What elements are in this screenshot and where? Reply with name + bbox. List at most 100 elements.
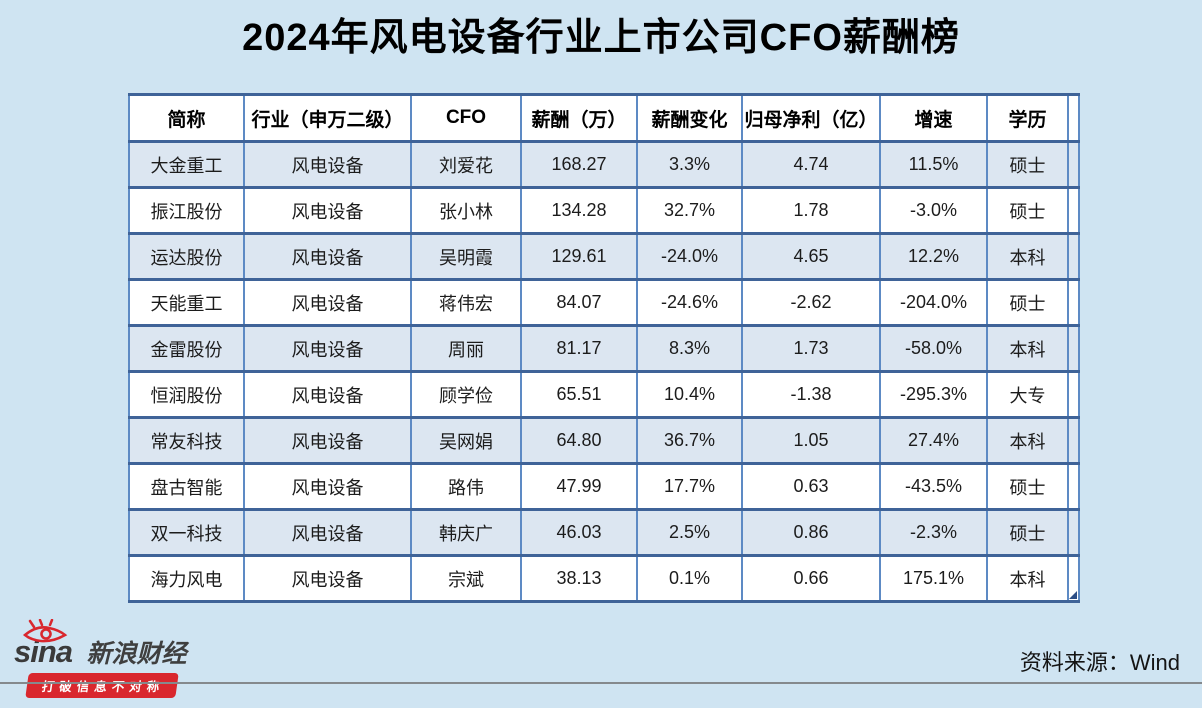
table-cell: 10.4%	[636, 370, 743, 419]
salary-table-wrap: 简称 行业（申万二级） CFO 薪酬（万） 薪酬变化 归母净利（亿） 增速 学历 大金重工 风电…	[128, 93, 1080, 603]
table-cell: 0.63	[741, 462, 881, 511]
table-cell: 风电设备	[243, 186, 412, 235]
table-cell: 硕士	[986, 278, 1069, 327]
table-cell: -24.0%	[636, 232, 743, 281]
table-cell: 海力风电	[128, 554, 245, 603]
table-cell: 韩庆广	[410, 508, 522, 557]
table-cell: 本科	[986, 324, 1069, 373]
table-cell-spacer	[1067, 554, 1080, 603]
table-cell: 本科	[986, 554, 1069, 603]
table-cell: 风电设备	[243, 370, 412, 419]
column-header: 薪酬（万）	[520, 93, 638, 143]
table-cell: 风电设备	[243, 232, 412, 281]
table-cell: 84.07	[520, 278, 638, 327]
table-cell: 风电设备	[243, 140, 412, 189]
table-cell: 风电设备	[243, 416, 412, 465]
table-cell-spacer	[1067, 278, 1080, 327]
table-cell-spacer	[1067, 508, 1080, 557]
column-header: 学历	[986, 93, 1069, 143]
table-cell: 本科	[986, 232, 1069, 281]
table-cell: 0.86	[741, 508, 881, 557]
page-title: 2024年风电设备行业上市公司CFO薪酬榜	[242, 17, 960, 59]
table-cell: 盘古智能	[128, 462, 245, 511]
table-row: 恒润股份 风电设备 顾学俭 65.51 10.4% -1.38 -295.3% 大专	[128, 370, 1080, 419]
table-cell: -204.0%	[879, 278, 988, 327]
table-row: 常友科技 风电设备 吴网娟 64.80 36.7% 1.05 27.4% 本科	[128, 416, 1080, 465]
cell-corner-triangle	[1069, 591, 1077, 599]
table-cell: 46.03	[520, 508, 638, 557]
table-cell: 4.65	[741, 232, 881, 281]
table-cell: 17.7%	[636, 462, 743, 511]
column-header: 增速	[879, 93, 988, 143]
table-cell: -2.62	[741, 278, 881, 327]
table-cell: 风电设备	[243, 508, 412, 557]
table-cell: 64.80	[520, 416, 638, 465]
table-row: 大金重工 风电设备 刘爱花 168.27 3.3% 4.74 11.5% 硕士	[128, 140, 1080, 189]
table-cell: 金雷股份	[128, 324, 245, 373]
table-cell: 振江股份	[128, 186, 245, 235]
table-cell: -43.5%	[879, 462, 988, 511]
table-cell: 11.5%	[879, 140, 988, 189]
table-cell: 风电设备	[243, 462, 412, 511]
table-cell: 8.3%	[636, 324, 743, 373]
table-cell: 129.61	[520, 232, 638, 281]
table-cell: 65.51	[520, 370, 638, 419]
table-cell: 周丽	[410, 324, 522, 373]
column-header: CFO	[410, 93, 522, 143]
table-row: 双一科技 风电设备 韩庆广 46.03 2.5% 0.86 -2.3% 硕士	[128, 508, 1080, 557]
column-header: 简称	[128, 93, 245, 143]
footer-divider	[0, 682, 1202, 684]
table-cell: 宗斌	[410, 554, 522, 603]
table-cell: 蒋伟宏	[410, 278, 522, 327]
table-cell-spacer	[1067, 370, 1080, 419]
table-cell: 0.1%	[636, 554, 743, 603]
table-row: 振江股份 风电设备 张小林 134.28 32.7% 1.78 -3.0% 硕士	[128, 186, 1080, 235]
table-cell: 47.99	[520, 462, 638, 511]
table-cell: 硕士	[986, 508, 1069, 557]
table-cell: -295.3%	[879, 370, 988, 419]
table-cell: 风电设备	[243, 324, 412, 373]
table-cell: 吴明霞	[410, 232, 522, 281]
table-cell: 张小林	[410, 186, 522, 235]
table-cell: 3.3%	[636, 140, 743, 189]
column-header: 归母净利（亿）	[741, 93, 881, 143]
table-cell: 12.2%	[879, 232, 988, 281]
table-cell: 顾学俭	[410, 370, 522, 419]
table-cell: 刘爱花	[410, 140, 522, 189]
column-header: 薪酬变化	[636, 93, 743, 143]
table-row: 海力风电 风电设备 宗斌 38.13 0.1% 0.66 175.1% 本科	[128, 554, 1080, 603]
table-cell: 硕士	[986, 186, 1069, 235]
table-cell: 常友科技	[128, 416, 245, 465]
table-cell-spacer	[1067, 186, 1080, 235]
table-cell: -1.38	[741, 370, 881, 419]
table-cell: 27.4%	[879, 416, 988, 465]
table-cell: 恒润股份	[128, 370, 245, 419]
table-cell: 风电设备	[243, 554, 412, 603]
sina-slogan-badge: 打破信息不对称	[25, 673, 179, 698]
table-cell: 134.28	[520, 186, 638, 235]
table-cell: 大金重工	[128, 140, 245, 189]
table-cell: 1.78	[741, 186, 881, 235]
column-header-spacer	[1067, 93, 1080, 143]
sina-eye-icon	[22, 619, 68, 643]
table-cell-spacer	[1067, 232, 1080, 281]
sina-logo: sina 新浪财经 打破信息不对称	[14, 619, 187, 698]
sina-finance-text: 新浪财经	[86, 640, 187, 668]
table-cell: 168.27	[520, 140, 638, 189]
table-row: 盘古智能 风电设备 路伟 47.99 17.7% 0.63 -43.5% 硕士	[128, 462, 1080, 511]
table-cell: 硕士	[986, 140, 1069, 189]
table-cell: 1.73	[741, 324, 881, 373]
table-cell: 天能重工	[128, 278, 245, 327]
table-cell: 本科	[986, 416, 1069, 465]
table-header-row: 简称 行业（申万二级） CFO 薪酬（万） 薪酬变化 归母净利（亿） 增速 学历	[128, 93, 1080, 143]
table-row: 金雷股份 风电设备 周丽 81.17 8.3% 1.73 -58.0% 本科	[128, 324, 1080, 373]
salary-table: 简称 行业（申万二级） CFO 薪酬（万） 薪酬变化 归母净利（亿） 增速 学历 大金重工 风电…	[128, 93, 1080, 603]
table-cell: 4.74	[741, 140, 881, 189]
table-row: 运达股份 风电设备 吴明霞 129.61 -24.0% 4.65 12.2% 本科	[128, 232, 1080, 281]
table-cell: 175.1%	[879, 554, 988, 603]
table-cell: -58.0%	[879, 324, 988, 373]
table-cell: 大专	[986, 370, 1069, 419]
table-cell: 风电设备	[243, 278, 412, 327]
table-cell-spacer	[1067, 140, 1080, 189]
table-row: 天能重工 风电设备 蒋伟宏 84.07 -24.6% -2.62 -204.0% 硕士	[128, 278, 1080, 327]
